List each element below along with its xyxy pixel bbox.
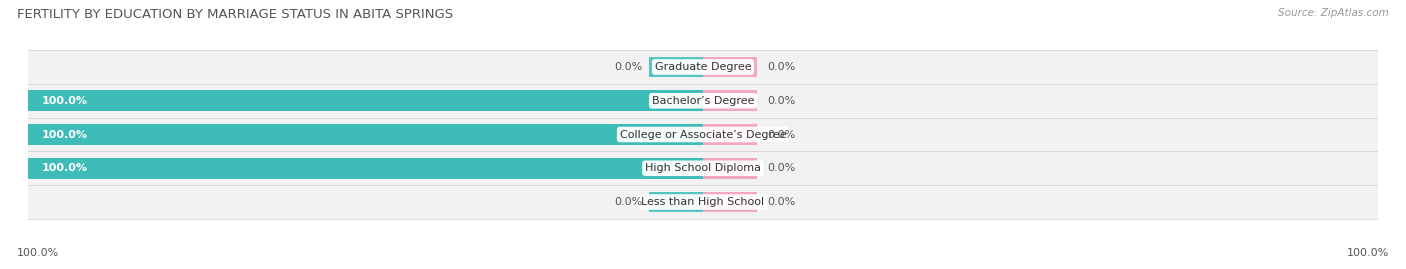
Text: 0.0%: 0.0% [768,96,796,106]
Bar [650,192,703,213]
Text: 100.0%: 100.0% [17,248,59,258]
Text: Less than High School: Less than High School [641,197,765,207]
Text: 100.0%: 100.0% [1347,248,1389,258]
Bar [703,56,756,77]
Bar [28,185,1378,219]
Text: 100.0%: 100.0% [42,96,87,106]
Bar [28,124,703,145]
Text: 100.0%: 100.0% [42,163,87,173]
Bar [650,56,703,77]
Bar [28,90,703,111]
Text: Graduate Degree: Graduate Degree [655,62,751,72]
Text: 0.0%: 0.0% [768,62,796,72]
Text: FERTILITY BY EDUCATION BY MARRIAGE STATUS IN ABITA SPRINGS: FERTILITY BY EDUCATION BY MARRIAGE STATU… [17,8,453,21]
Text: 0.0%: 0.0% [768,197,796,207]
Text: 0.0%: 0.0% [768,129,796,140]
Text: 0.0%: 0.0% [614,197,643,207]
Text: College or Associate’s Degree: College or Associate’s Degree [620,129,786,140]
Text: Source: ZipAtlas.com: Source: ZipAtlas.com [1278,8,1389,18]
Bar [703,158,756,179]
Bar [28,151,1378,185]
Bar [703,90,756,111]
Bar [28,84,1378,118]
Text: Bachelor’s Degree: Bachelor’s Degree [652,96,754,106]
Bar [28,158,703,179]
Bar [28,50,1378,84]
Text: 0.0%: 0.0% [614,62,643,72]
Bar [28,118,1378,151]
Text: 100.0%: 100.0% [42,129,87,140]
Text: High School Diploma: High School Diploma [645,163,761,173]
Bar [703,124,756,145]
Bar [703,192,756,213]
Text: 0.0%: 0.0% [768,163,796,173]
